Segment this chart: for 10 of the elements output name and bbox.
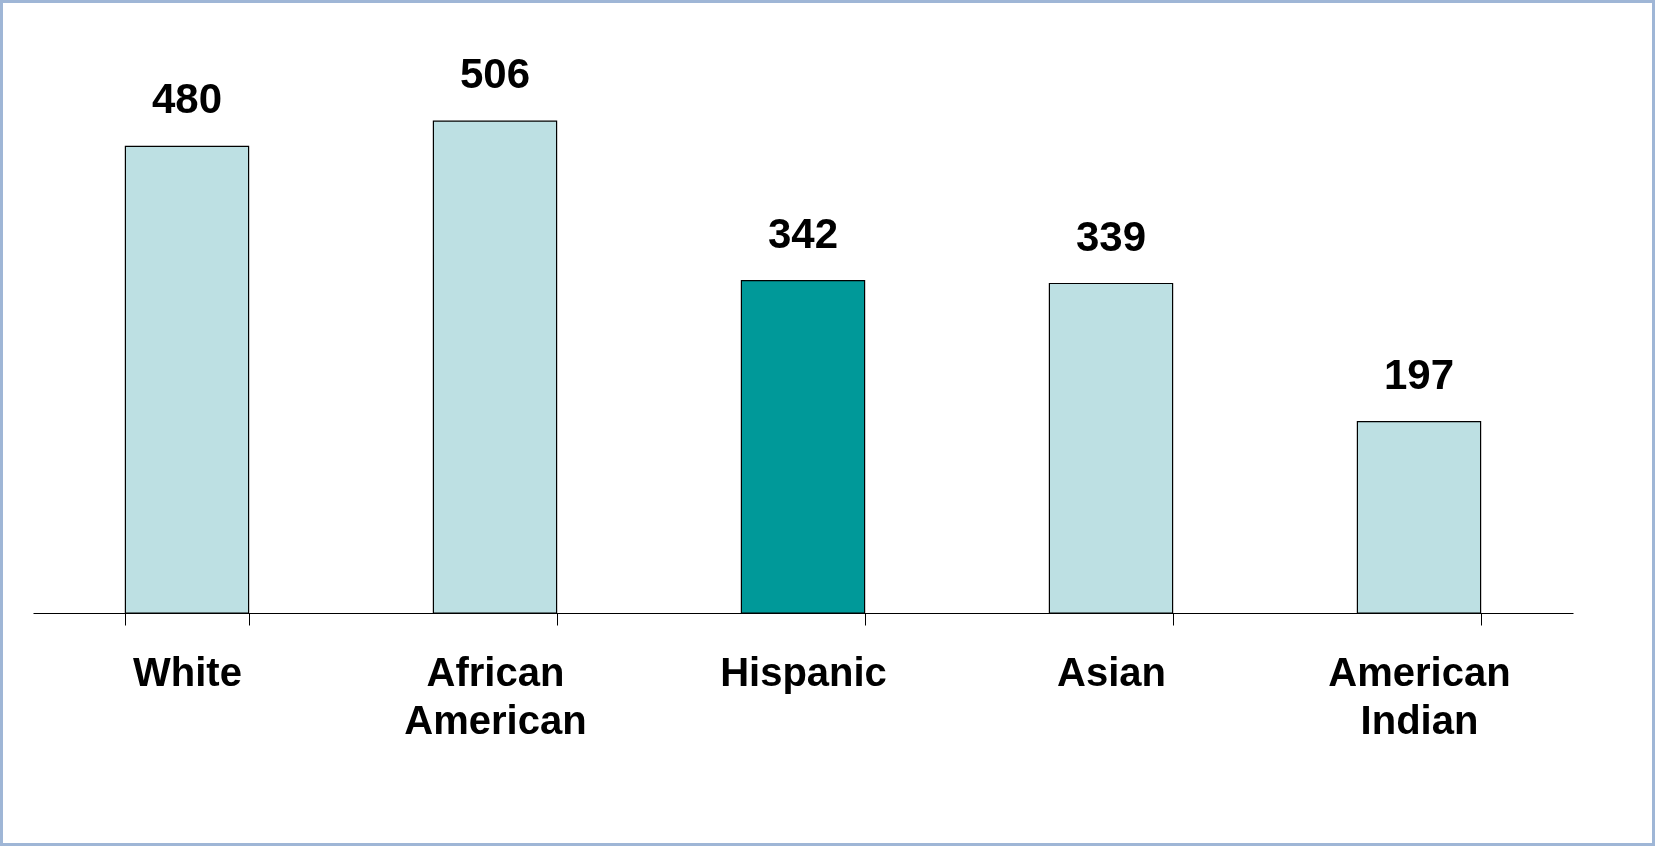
x-tick-label: Asian xyxy=(1057,649,1166,694)
x-tick-label: American Indian xyxy=(1328,649,1511,742)
x-tick-label: Hispanic xyxy=(720,649,887,694)
data-label: 342 xyxy=(767,209,839,257)
data-label: 339 xyxy=(1075,212,1147,260)
data-label: 480 xyxy=(151,75,223,123)
data-label: 197 xyxy=(1383,350,1455,398)
x-tick-label: White xyxy=(133,649,242,694)
data-label: 506 xyxy=(459,50,531,98)
x-tick-label: African American xyxy=(404,649,587,742)
